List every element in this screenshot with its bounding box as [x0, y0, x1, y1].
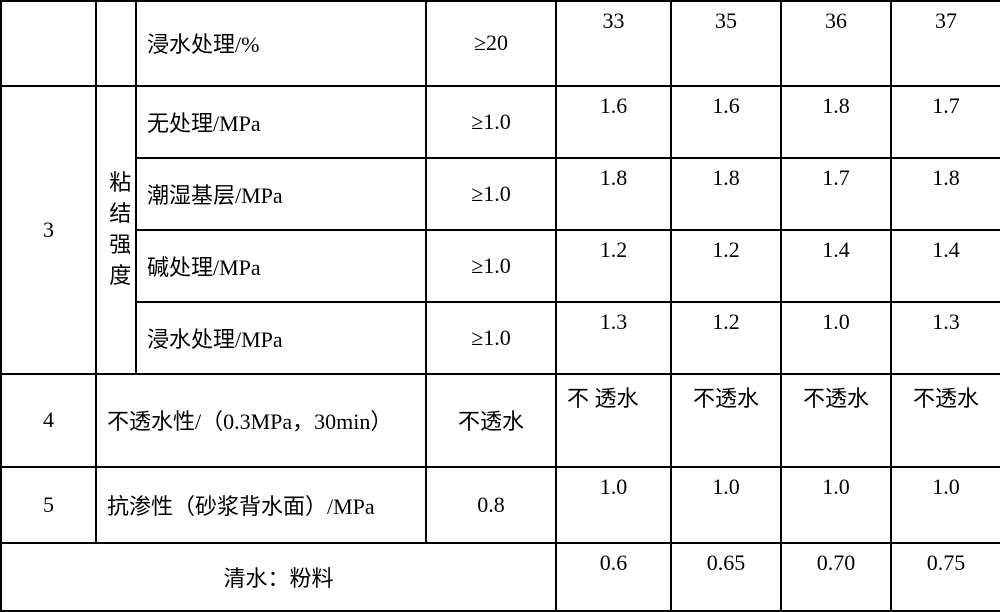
param-label: 不透水性/（0.3MPa，30min）: [96, 374, 426, 467]
ratio-label: 清水：粉料: [1, 543, 556, 611]
table-row: 5 抗渗性（砂浆背水面）/MPa 0.8 1.0 1.0 1.0 1.0: [1, 467, 1000, 543]
param-label: 抗渗性（砂浆背水面）/MPa: [96, 467, 426, 543]
val-cell: 0.70: [781, 543, 891, 611]
spec-cell: 0.8: [426, 467, 556, 543]
index-cell: 4: [1, 374, 96, 467]
group-label: 粘结强度: [107, 168, 133, 291]
spec-cell: ≥1.0: [426, 86, 556, 158]
param-label: 潮湿基层/MPa: [136, 158, 426, 230]
val-cell: 不透水: [891, 374, 1000, 467]
spec-cell: 不透水: [426, 374, 556, 467]
val-cell: 1.0: [891, 467, 1000, 543]
val-cell: 35: [671, 1, 781, 86]
table-row: 碱处理/MPa ≥1.0 1.2 1.2 1.4 1.4: [1, 230, 1000, 302]
val-cell: 不透水: [781, 374, 891, 467]
val-cell: 1.7: [891, 86, 1000, 158]
spec-cell: ≥1.0: [426, 158, 556, 230]
val-cell: 37: [891, 1, 1000, 86]
val-cell: 1.7: [781, 158, 891, 230]
index-cell: 3: [1, 86, 96, 374]
table-row: 潮湿基层/MPa ≥1.0 1.8 1.8 1.7 1.8: [1, 158, 1000, 230]
table-row: 3 粘结强度 无处理/MPa ≥1.0 1.6 1.6 1.8 1.7: [1, 86, 1000, 158]
val-cell: 不 透水: [556, 374, 671, 467]
val-cell: 1.2: [671, 302, 781, 374]
data-table: 浸水处理/% ≥20 33 35 36 37 3 粘结强度 无处理/MPa ≥1…: [0, 0, 1000, 612]
param-label: 碱处理/MPa: [136, 230, 426, 302]
val-cell: 不透水: [671, 374, 781, 467]
table-row: 浸水处理/% ≥20 33 35 36 37: [1, 1, 1000, 86]
val-cell: 1.4: [891, 230, 1000, 302]
val-cell: 33: [556, 1, 671, 86]
index-cell: 5: [1, 467, 96, 543]
val-cell: 0.75: [891, 543, 1000, 611]
val-cell: 0.6: [556, 543, 671, 611]
val-cell: 1.4: [781, 230, 891, 302]
spec-cell: ≥1.0: [426, 230, 556, 302]
val-cell: 1.8: [891, 158, 1000, 230]
val-cell: 0.65: [671, 543, 781, 611]
table-row: 清水：粉料 0.6 0.65 0.70 0.75: [1, 543, 1000, 611]
index-cell-empty: [1, 1, 96, 86]
val-cell: 1.3: [891, 302, 1000, 374]
val-cell: 36: [781, 1, 891, 86]
param-label: 浸水处理/%: [136, 1, 426, 86]
spec-cell: ≥1.0: [426, 302, 556, 374]
table-row: 4 不透水性/（0.3MPa，30min） 不透水 不 透水 不透水 不透水 不…: [1, 374, 1000, 467]
val-cell: 1.3: [556, 302, 671, 374]
val-cell: 1.8: [671, 158, 781, 230]
group-cell: 粘结强度: [96, 86, 136, 374]
spec-cell: ≥20: [426, 1, 556, 86]
table-row: 浸水处理/MPa ≥1.0 1.3 1.2 1.0 1.3: [1, 302, 1000, 374]
val-cell: 1.0: [781, 302, 891, 374]
val-cell: 1.6: [556, 86, 671, 158]
group-cell-empty: [96, 1, 136, 86]
val-cell: 1.0: [556, 467, 671, 543]
val-cell: 1.0: [781, 467, 891, 543]
val-cell: 1.8: [556, 158, 671, 230]
val-cell: 1.8: [781, 86, 891, 158]
val-cell: 1.6: [671, 86, 781, 158]
param-label: 无处理/MPa: [136, 86, 426, 158]
param-label: 浸水处理/MPa: [136, 302, 426, 374]
val-cell: 1.2: [671, 230, 781, 302]
val-cell: 1.0: [671, 467, 781, 543]
val-cell: 1.2: [556, 230, 671, 302]
